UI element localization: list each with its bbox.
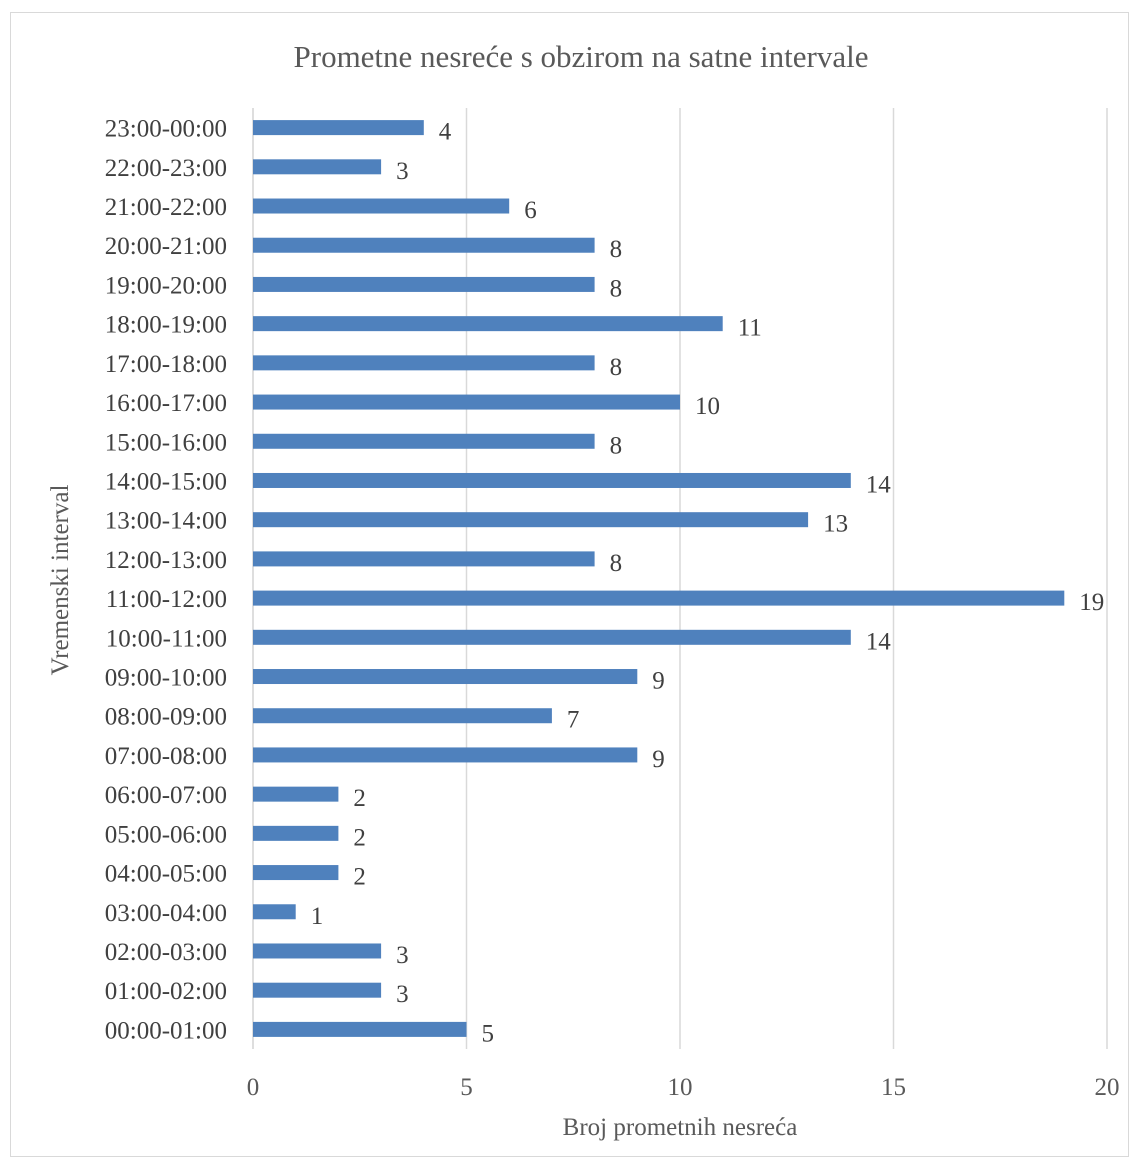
- data-label: 14: [866, 471, 892, 498]
- category-label: 11:00-12:00: [106, 586, 227, 613]
- bar-01:00-02:00: [253, 982, 382, 998]
- category-label: 00:00-01:00: [105, 1017, 227, 1044]
- bar-18:00-19:00: [253, 316, 723, 332]
- category-label: 18:00-19:00: [105, 312, 227, 339]
- data-label: 8: [610, 354, 623, 381]
- data-label: 14: [866, 628, 892, 655]
- bar-07:00-08:00: [253, 747, 638, 763]
- data-label: 8: [610, 275, 623, 302]
- bar-12:00-13:00: [253, 551, 595, 567]
- data-label: 2: [353, 824, 366, 851]
- category-label: 03:00-04:00: [105, 900, 227, 927]
- category-label: 09:00-10:00: [105, 665, 227, 692]
- category-label: 02:00-03:00: [105, 939, 227, 966]
- category-label: 23:00-00:00: [105, 116, 227, 143]
- bar-13:00-14:00: [253, 512, 809, 528]
- category-label: 14:00-15:00: [105, 468, 227, 495]
- bar-20:00-21:00: [253, 237, 595, 253]
- bar-04:00-05:00: [253, 865, 339, 881]
- data-label: 9: [652, 746, 665, 773]
- bar-19:00-20:00: [253, 276, 595, 292]
- data-label: 8: [610, 432, 623, 459]
- category-label: 20:00-21:00: [105, 233, 227, 260]
- data-labels: 5 3 3 1 2 2 2 9 7 9 14 19 8 13 14 8 10 8 11 8 8 6 3 4: [311, 119, 1105, 1048]
- bar-09:00-10:00: [253, 669, 638, 685]
- data-label: 11: [738, 315, 762, 342]
- data-label: 2: [353, 785, 366, 812]
- category-label: 17:00-18:00: [105, 351, 227, 378]
- data-label: 10: [695, 393, 720, 420]
- category-label: 22:00-23:00: [105, 155, 227, 182]
- bar-15:00-16:00: [253, 433, 595, 449]
- data-label: 4: [439, 119, 452, 146]
- x-tick-label: 5: [460, 1074, 473, 1101]
- gridlines: [252, 108, 1108, 1049]
- data-label: 9: [652, 668, 665, 695]
- category-label: 01:00-02:00: [105, 978, 227, 1005]
- data-label: 5: [482, 1020, 495, 1047]
- bar-21:00-22:00: [253, 198, 510, 214]
- category-label: 16:00-17:00: [105, 390, 227, 417]
- category-label: 13:00-14:00: [105, 508, 227, 535]
- data-label: 8: [610, 550, 623, 577]
- category-label: 21:00-22:00: [105, 194, 227, 221]
- chart-frame: [10, 12, 1129, 1157]
- x-tick-label: 0: [247, 1074, 260, 1101]
- category-label: 07:00-08:00: [105, 743, 227, 770]
- bar-10:00-11:00: [253, 629, 851, 645]
- data-label: 3: [396, 942, 409, 969]
- category-label: 04:00-05:00: [105, 861, 227, 888]
- bar-23:00-00:00: [253, 120, 424, 136]
- bar-22:00-23:00: [253, 159, 382, 175]
- bar-14:00-15:00: [253, 472, 851, 488]
- bar-05:00-06:00: [253, 825, 339, 841]
- bar-17:00-18:00: [253, 355, 595, 371]
- category-labels: 00:00-01:00 01:00-02:00 02:00-03:00 03:00-0…: [105, 116, 227, 1045]
- bar-16:00-17:00: [253, 394, 680, 410]
- x-axis-title: Broj prometnih nesreća: [563, 1114, 798, 1141]
- data-label: 7: [567, 707, 580, 734]
- y-axis-title: Vremenski interval: [47, 485, 74, 676]
- x-tick-label: 10: [668, 1074, 693, 1101]
- bar-00:00-01:00: [253, 1021, 467, 1037]
- data-label: 3: [396, 981, 409, 1008]
- category-label: 05:00-06:00: [105, 821, 227, 848]
- bar-08:00-09:00: [253, 708, 552, 724]
- x-tick-labels: 0 5 10 15 20: [247, 1074, 1120, 1101]
- data-label: 13: [823, 511, 848, 538]
- data-label: 1: [311, 903, 324, 930]
- category-label: 15:00-16:00: [105, 429, 227, 456]
- category-label: 12:00-13:00: [105, 547, 227, 574]
- data-label: 3: [396, 158, 409, 185]
- chart-title: Prometne nesreće s obzirom na satne inte…: [294, 39, 869, 74]
- category-label: 19:00-20:00: [105, 272, 227, 299]
- category-label: 10:00-11:00: [106, 625, 227, 652]
- x-tick-label: 20: [1095, 1074, 1120, 1101]
- category-label: 06:00-07:00: [105, 782, 227, 809]
- bar-02:00-03:00: [253, 943, 382, 959]
- data-label: 2: [353, 864, 366, 891]
- bars: [253, 120, 1065, 1037]
- bar-11:00-12:00: [253, 590, 1065, 606]
- data-label: 6: [524, 197, 537, 224]
- bar-06:00-07:00: [253, 786, 339, 802]
- category-label: 08:00-09:00: [105, 704, 227, 731]
- x-tick-label: 15: [881, 1074, 906, 1101]
- data-label: 19: [1079, 589, 1104, 616]
- data-label: 8: [610, 236, 623, 263]
- bar-03:00-04:00: [253, 904, 296, 920]
